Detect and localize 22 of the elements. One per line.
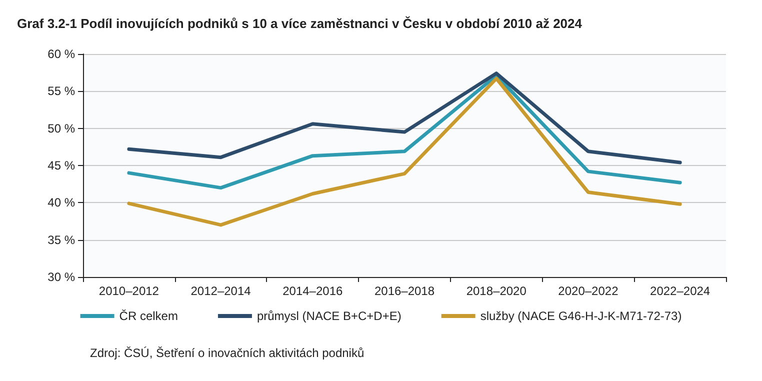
- x-tick-label: 2016–2018: [374, 284, 435, 298]
- line-series: [127, 72, 682, 164]
- legend-label: průmysl (NACE B+C+D+E): [256, 309, 402, 323]
- line-series: [127, 76, 682, 227]
- x-tick-label: 2022–2024: [650, 284, 710, 298]
- y-tick-label: 55 %: [48, 84, 76, 98]
- text: Zdroj: ČSÚ, Šetření o inovačních aktivitách podniků: [90, 346, 364, 360]
- legend-label: služby (NACE G46-H-J-K-M71-72-73): [480, 309, 682, 323]
- x-tick-label: 2018–2020: [466, 284, 527, 298]
- y-tick-label: 50 %: [48, 121, 76, 136]
- legend-label: ČR celkem: [119, 309, 178, 323]
- y-tick-label: 30 %: [48, 270, 76, 284]
- chart-title: Graf 3.2-1 Podíl inovujících podniků s 10 a více zaměstnanci v Česku v období 2010 až 2024: [17, 16, 583, 31]
- y-tick-label: 60 %: [48, 47, 76, 61]
- x-tick-label: 2010–2012: [98, 284, 160, 298]
- x-tick-label: 2012–2014: [190, 284, 252, 298]
- y-tick-label: 35 %: [48, 232, 76, 247]
- y-tick-label: 45 %: [48, 158, 76, 172]
- x-tick-label: 2020–2022: [558, 284, 619, 298]
- line-series: [127, 74, 682, 190]
- x-tick-label: 2014–2016: [282, 284, 343, 298]
- y-tick-label: 40 %: [48, 196, 76, 210]
